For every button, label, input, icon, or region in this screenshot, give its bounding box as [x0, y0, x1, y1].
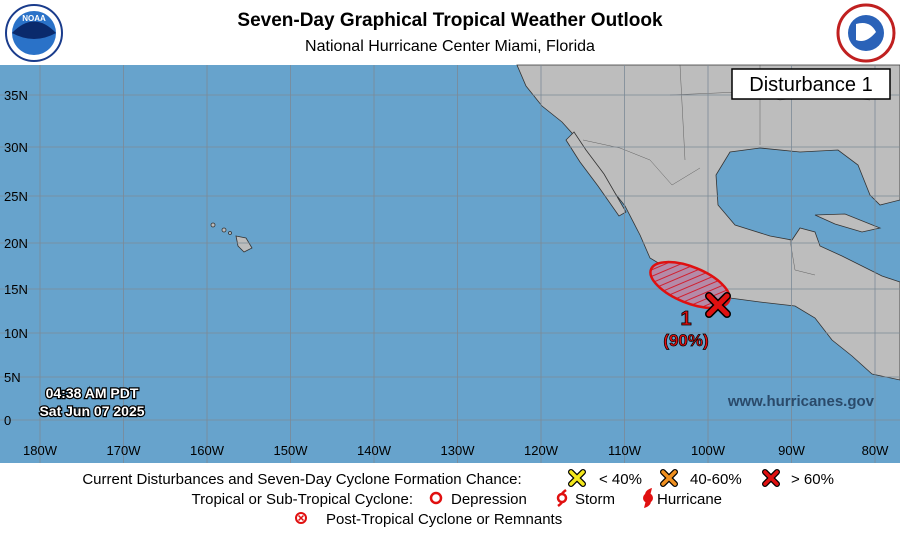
- longitude-label: 180W: [23, 443, 58, 458]
- legend-post-tropical-icon: [295, 512, 307, 524]
- legend-storm: Storm: [575, 491, 615, 508]
- legend-hurricane: Hurricane: [657, 491, 722, 508]
- disturbance-chance: (90%): [663, 331, 708, 350]
- latitude-label: 30N: [4, 140, 28, 155]
- land: [210, 64, 900, 381]
- timestamp-time: 04:38 AM PDT: [46, 385, 139, 401]
- legend-yellow-x: [568, 469, 586, 487]
- panel-label: Disturbance 1: [749, 74, 872, 96]
- header: [0, 0, 900, 65]
- latitude-label: 10N: [4, 326, 28, 341]
- longitude-label: 80W: [862, 443, 889, 458]
- latitude-label: 0: [4, 413, 11, 428]
- longitude-label: 130W: [441, 443, 476, 458]
- longitude-label: 160W: [190, 443, 225, 458]
- longitude-label: 170W: [107, 443, 142, 458]
- legend-post-tropical: Post-Tropical Cyclone or Remnants: [326, 511, 562, 528]
- noaa-logo: NOAA: [5, 4, 63, 62]
- latitude-label: 5N: [4, 370, 21, 385]
- latitude-label: 35N: [4, 88, 28, 103]
- latitude-label: 20N: [4, 236, 28, 251]
- longitude-label: 90W: [778, 443, 805, 458]
- panel-label-box: [731, 68, 891, 100]
- longitude-label: 150W: [274, 443, 309, 458]
- timestamp-date: Sat Jun 07 2025: [39, 403, 144, 419]
- legend-low: < 40%: [599, 471, 642, 488]
- legend-depression: Depression: [451, 491, 527, 508]
- svg-text:NOAA: NOAA: [22, 14, 46, 23]
- subtitle: National Hurricane Center Miami, Florida: [305, 38, 595, 55]
- longitude-label: 140W: [357, 443, 392, 458]
- legend-red-x: [762, 469, 780, 487]
- latitude-label: 15N: [4, 282, 28, 297]
- nws-logo: [836, 3, 896, 63]
- website: www.hurricanes.gov: [727, 393, 875, 410]
- legend-orange-x: [660, 469, 678, 487]
- legend-depression-icon: [429, 491, 443, 505]
- title: Seven-Day Graphical Tropical Weather Out…: [237, 10, 663, 31]
- disturbance-id: 1: [680, 308, 691, 330]
- legend-storm-icon: [556, 489, 568, 507]
- longitude-label: 120W: [524, 443, 559, 458]
- legend-hurricane-icon: [643, 488, 653, 508]
- longitude-label: 110W: [608, 443, 642, 458]
- legend-row1-label: Current Disturbances and Seven-Day Cyclo…: [82, 471, 521, 488]
- longitude-label: 100W: [691, 443, 726, 458]
- legend-row2-label: Tropical or Sub-Tropical Cyclone:: [192, 491, 413, 508]
- legend-medium: 40-60%: [690, 471, 742, 488]
- latitude-label: 25N: [4, 189, 28, 204]
- legend-high: > 60%: [791, 471, 834, 488]
- disturbance-x-marker: [705, 292, 731, 318]
